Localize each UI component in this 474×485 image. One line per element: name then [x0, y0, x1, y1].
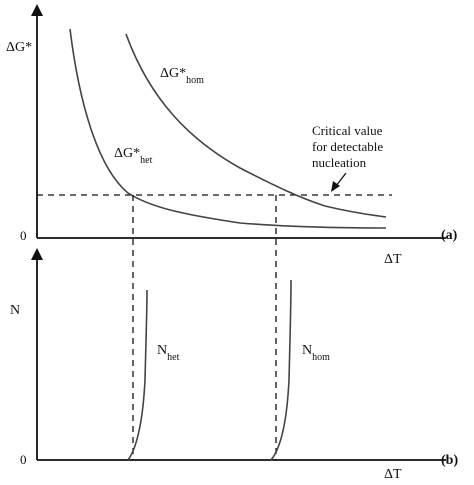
panel-a-x-axis-label: ΔT [384, 252, 402, 267]
critical-value-note: Critical value for detectable nucleation [312, 123, 383, 170]
curve-delta-g-het [69, 28, 387, 229]
curve-n-hom [270, 279, 292, 461]
critical-note-arrowhead [331, 181, 340, 192]
panel-b-y-axis-arrow [31, 248, 43, 260]
panel-a: ΔG* 0 ΔT (a) ΔG*hom ΔG*het Critical valu… [6, 4, 458, 267]
label-delta-g-hom: ΔG*hom [160, 66, 204, 86]
panel-a-y-axis-arrow [31, 4, 43, 16]
panel-b-tag: (b) [441, 453, 458, 468]
panel-b-y-axis-label: N [10, 303, 20, 318]
curve-n-het [127, 289, 148, 461]
critical-note-line-3: nucleation [312, 155, 367, 170]
label-delta-g-het: ΔG*het [114, 146, 153, 166]
panel-a-y-axis-label: ΔG* [6, 40, 32, 55]
critical-note-line-1: Critical value [312, 123, 383, 138]
panel-b: N 0 ΔT (b) Nhet Nhom [10, 195, 458, 482]
panel-a-origin-label: 0 [20, 228, 27, 243]
critical-note-arrow [335, 172, 347, 187]
panel-a-tag: (a) [441, 228, 458, 243]
panel-b-origin-label: 0 [20, 452, 27, 467]
label-n-het: Nhet [157, 343, 180, 363]
label-n-hom: Nhom [302, 343, 330, 363]
panel-b-x-axis-label: ΔT [384, 467, 402, 482]
critical-note-line-2: for detectable [312, 139, 383, 154]
curve-delta-g-hom [125, 33, 387, 218]
